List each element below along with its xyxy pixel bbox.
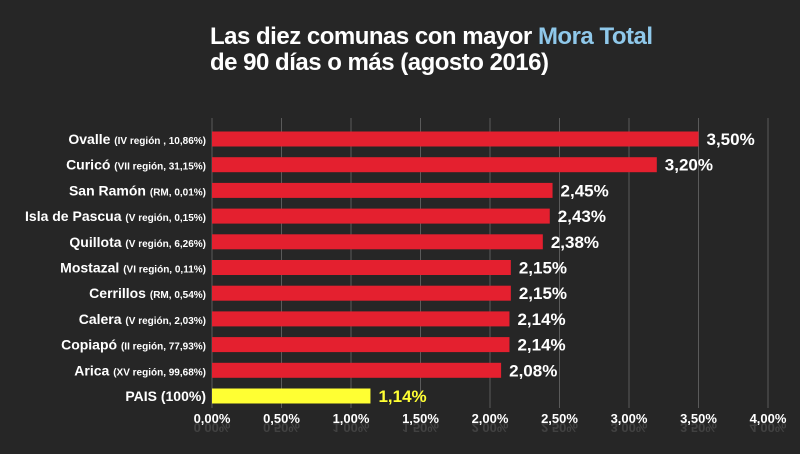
value-label: 2,15%: [519, 259, 567, 278]
x-tick-label: 2,50%: [541, 411, 578, 426]
title-prefix: Las diez comunas con mayor: [210, 23, 538, 50]
x-tick-reflection: 0,00%: [194, 420, 231, 435]
category-name: Curicó: [66, 157, 114, 173]
category-detail: (II región, 77,93%): [121, 342, 206, 353]
x-tick-label: 1,00%: [333, 411, 370, 426]
bar: [212, 157, 657, 173]
category-label: Arica (XV región, 99,68%): [74, 362, 206, 378]
bar: [212, 285, 511, 301]
category-detail: (RM, 0,01%): [150, 187, 206, 198]
value-label: 3,50%: [707, 130, 755, 149]
bar: [212, 362, 502, 378]
category-label: Quillota (V región, 6,26%): [69, 234, 206, 250]
title-highlight: Mora Total: [537, 23, 653, 50]
x-tick-label: 3,50%: [680, 411, 717, 426]
bar: [212, 131, 699, 147]
category-detail: (V región, 2,03%): [125, 316, 206, 327]
category-name: Cerrillos: [89, 285, 150, 301]
x-tick-label: 2,00%: [472, 411, 509, 426]
x-tick-label: 0,50%: [263, 411, 300, 426]
category-label: Curicó (VII región, 31,15%): [66, 157, 206, 173]
chart-title: Las diez comunas con mayor Mora Total de…: [210, 24, 653, 76]
value-label: 2,15%: [519, 284, 567, 303]
category-name: Ovalle: [68, 131, 114, 147]
bar: [212, 311, 510, 327]
category-label: Copiapó (II región, 77,93%): [61, 337, 206, 353]
category-label: San Ramón (RM, 0,01%): [69, 182, 206, 198]
category-detail: (RM, 0,54%): [150, 290, 206, 301]
category-name: Isla de Pascua: [25, 208, 125, 224]
category-name: Quillota: [69, 234, 125, 250]
x-tick-label: 1,50%: [402, 411, 439, 426]
category-detail: (VI región, 0,11%): [123, 265, 206, 276]
bar: [212, 234, 543, 250]
value-label: 3,20%: [665, 156, 713, 175]
x-tick-reflection: 2,50%: [541, 420, 578, 435]
category-name: Copiapó: [61, 337, 121, 353]
x-tick-label: 4,00%: [750, 411, 787, 426]
value-label: 2,08%: [509, 361, 557, 380]
category-detail: (XV región, 99,68%): [113, 367, 206, 378]
x-tick-label: 0,00%: [194, 411, 231, 426]
category-label: Ovalle (IV región , 10,86%): [68, 131, 206, 147]
category-detail: (IV región , 10,86%): [114, 136, 206, 147]
x-tick-reflection: 3,00%: [611, 420, 648, 435]
value-label: 2,43%: [558, 207, 606, 226]
category-name: Arica: [74, 362, 113, 378]
value-label: 2,45%: [561, 181, 609, 200]
category-detail: (V región, 6,26%): [125, 239, 206, 250]
bar: [212, 260, 511, 275]
x-tick-reflection: 2,00%: [472, 420, 509, 435]
category-label: Calera (V región, 2,03%): [79, 311, 206, 327]
category-name: Calera: [79, 311, 126, 327]
x-tick-reflection: 1,00%: [333, 420, 370, 435]
category-label: Isla de Pascua (V región, 0,15%): [25, 208, 206, 224]
x-tick-reflection: 3,50%: [680, 420, 717, 435]
category-detail: (V región, 0,15%): [125, 213, 206, 224]
value-label: 2,14%: [517, 310, 565, 329]
x-tick-reflection: 1,50%: [402, 420, 439, 435]
category-name: PAIS (100%): [125, 388, 206, 404]
category-label: PAIS (100%): [125, 388, 206, 404]
x-tick-reflection: 0,50%: [263, 420, 300, 435]
category-name: San Ramón: [69, 182, 150, 198]
value-label: 2,38%: [551, 233, 599, 252]
bar: [212, 208, 550, 224]
category-label: Mostazal (VI región, 0,11%): [60, 260, 206, 276]
x-tick-label: 3,00%: [611, 411, 648, 426]
category-detail: (VII región, 31,15%): [114, 162, 206, 173]
bar: [212, 337, 510, 353]
bar: [212, 182, 553, 198]
title-line-2: de 90 días o más (agosto 2016): [210, 49, 549, 76]
bar: [212, 388, 371, 404]
value-label: 2,14%: [517, 336, 565, 355]
category-label: Cerrillos (RM, 0,54%): [89, 285, 206, 301]
category-name: Mostazal: [60, 260, 123, 276]
value-label: 1,14%: [378, 387, 426, 406]
title-line-1: Las diez comunas con mayor Mora Total: [210, 24, 653, 50]
x-tick-reflection: 4,00%: [750, 420, 787, 435]
